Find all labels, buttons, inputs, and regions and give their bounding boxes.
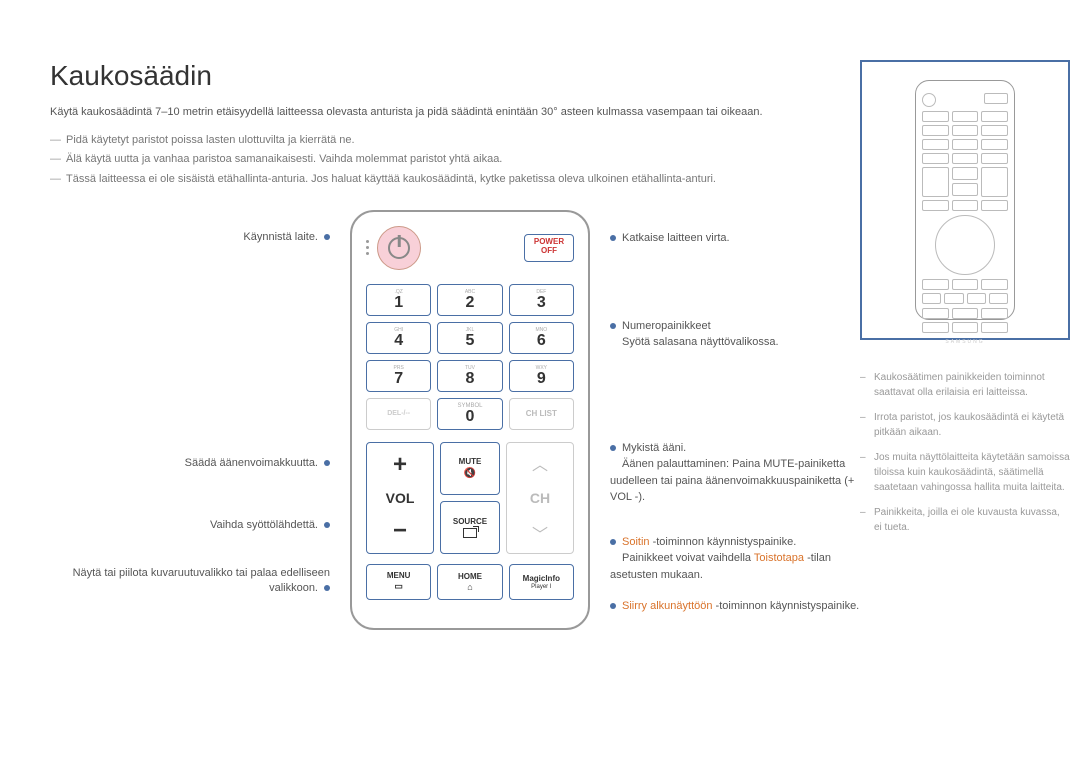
key-6: MNO6 bbox=[509, 322, 574, 354]
home-button: HOME ⌂ bbox=[437, 564, 502, 600]
key-4: GHI4 bbox=[366, 322, 431, 354]
power-icon bbox=[388, 237, 410, 259]
side-panel: SAMSUNG Kaukosäätimen painikkeiden toimi… bbox=[860, 60, 1070, 545]
label-volume: Säädä äänenvoimakkuutta. bbox=[50, 456, 330, 471]
label-numberkeys: Numeropainikkeet Syötä salasana näyttöva… bbox=[610, 318, 870, 351]
side-notes: Kaukosäätimen painikkeiden toiminnot saa… bbox=[860, 370, 1070, 535]
key-del: DEL-/-- bbox=[366, 398, 431, 430]
key-1: .QZ1 bbox=[366, 284, 431, 316]
label-player: Soitin -toiminnon käynnistyspainike. Pai… bbox=[610, 534, 870, 584]
right-callouts: Katkaise laitteen virta. Numeropainikkee… bbox=[590, 210, 870, 630]
label-home: Siirry alkunäyttöön -toiminnon käynnisty… bbox=[610, 598, 870, 615]
menu-button: MENU ▭ bbox=[366, 564, 431, 600]
source-icon bbox=[463, 528, 477, 538]
label-source: Vaihda syöttölähdettä. bbox=[50, 518, 330, 533]
side-note: Painikkeita, joilla ei ole kuvausta kuva… bbox=[860, 505, 1070, 535]
power-button bbox=[377, 226, 421, 270]
key-3: DEF3 bbox=[509, 284, 574, 316]
key-9: WXY9 bbox=[509, 360, 574, 392]
key-5: JKL5 bbox=[437, 322, 502, 354]
channel-rocker: ︿ CH ﹀ bbox=[506, 442, 574, 554]
key-8: TUV8 bbox=[437, 360, 502, 392]
mute-button: MUTE 🔇 bbox=[440, 442, 500, 495]
remote-diagram: POWER OFF .QZ1 ABC2 DEF3 GHI4 JKL5 MNO6 … bbox=[350, 210, 590, 630]
power-off-button: POWER OFF bbox=[524, 234, 574, 262]
side-note: Jos muita näyttölaitteita käytetään samo… bbox=[860, 450, 1070, 495]
side-note: Kaukosäätimen painikkeiden toiminnot saa… bbox=[860, 370, 1070, 400]
key-2: ABC2 bbox=[437, 284, 502, 316]
key-7: PRS7 bbox=[366, 360, 431, 392]
side-note: Irrota paristot, jos kaukosäädintä ei kä… bbox=[860, 410, 1070, 440]
source-button: SOURCE bbox=[440, 501, 500, 554]
key-symbol: SYMBOL0 bbox=[437, 398, 502, 430]
number-keypad: .QZ1 ABC2 DEF3 GHI4 JKL5 MNO6 PRS7 TUV8 … bbox=[366, 284, 574, 430]
left-callouts: Käynnistä laite. Säädä äänenvoimakkuutta… bbox=[50, 210, 350, 630]
mini-logo: SAMSUNG bbox=[922, 339, 1008, 345]
label-mute: Mykistä ääni. Äänen palauttaminen: Paina… bbox=[610, 440, 870, 506]
magicinfo-button: MagicInfo Player I bbox=[509, 564, 574, 600]
key-chlist: CH LIST bbox=[509, 398, 574, 430]
label-menu: Näytä tai piilota kuvaruutuvalikko tai p… bbox=[50, 566, 330, 597]
label-power-off: Katkaise laitteen virta. bbox=[610, 230, 870, 247]
mini-remote-box: SAMSUNG bbox=[860, 60, 1070, 340]
mini-remote-diagram: SAMSUNG bbox=[915, 80, 1015, 320]
label-power-on: Käynnistä laite. bbox=[50, 230, 330, 245]
volume-rocker: + VOL − bbox=[366, 442, 434, 554]
